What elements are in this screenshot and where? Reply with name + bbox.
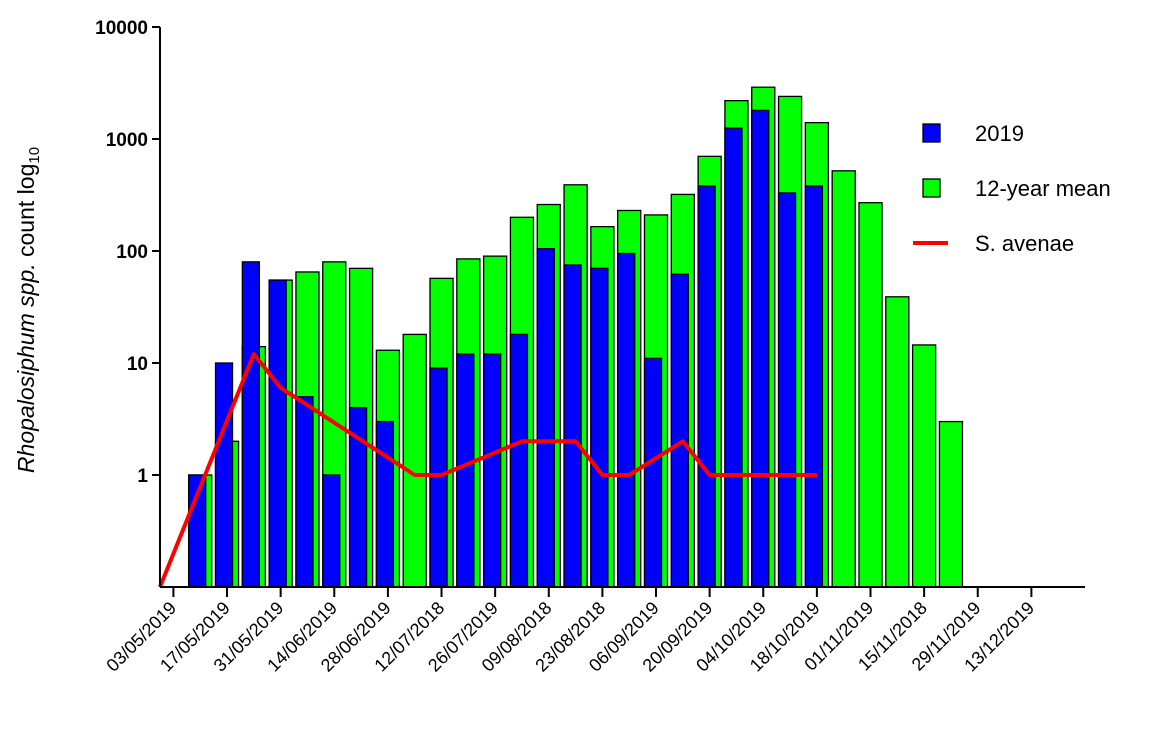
bar	[456, 353, 475, 588]
bar	[858, 202, 883, 588]
bar	[375, 420, 395, 588]
bar	[482, 353, 502, 588]
bar	[724, 127, 743, 588]
bar	[751, 109, 770, 588]
y-title-sub: 10	[26, 147, 43, 164]
bar	[617, 252, 636, 588]
line	[158, 352, 817, 588]
y-tick-label: 100	[116, 242, 148, 263]
bar	[697, 185, 716, 588]
bar	[563, 264, 582, 588]
bar	[777, 192, 797, 588]
legend-label: 12-year mean	[975, 176, 1111, 201]
bar	[509, 333, 529, 588]
y-tick-label: 1000	[106, 130, 148, 151]
bar	[268, 279, 287, 588]
bar	[241, 261, 260, 588]
legend-label: 2019	[975, 121, 1024, 146]
bar	[911, 344, 937, 588]
bar	[643, 357, 663, 588]
legend-swatch	[922, 123, 941, 143]
y-tick-label: 10000	[95, 18, 148, 39]
bar	[402, 333, 427, 588]
bar	[831, 170, 856, 588]
bar	[295, 396, 314, 588]
bar	[214, 362, 234, 588]
bar	[322, 474, 341, 588]
legend-label: S. avenae	[975, 231, 1074, 256]
bar	[590, 267, 609, 588]
bar	[885, 296, 910, 588]
bar	[804, 185, 824, 588]
y-tick-label: 1	[137, 466, 148, 487]
y-title-italic: Rhopalosiphum spp.	[13, 263, 39, 473]
bar	[536, 247, 555, 588]
y-axis-title: Rhopalosiphum spp. count log10	[13, 147, 43, 473]
bar	[429, 367, 448, 588]
bar	[938, 420, 964, 588]
bar	[670, 273, 689, 588]
y-title-text: count log	[13, 164, 39, 264]
legend-swatch	[922, 178, 941, 198]
y-tick-label: 10	[127, 354, 148, 375]
